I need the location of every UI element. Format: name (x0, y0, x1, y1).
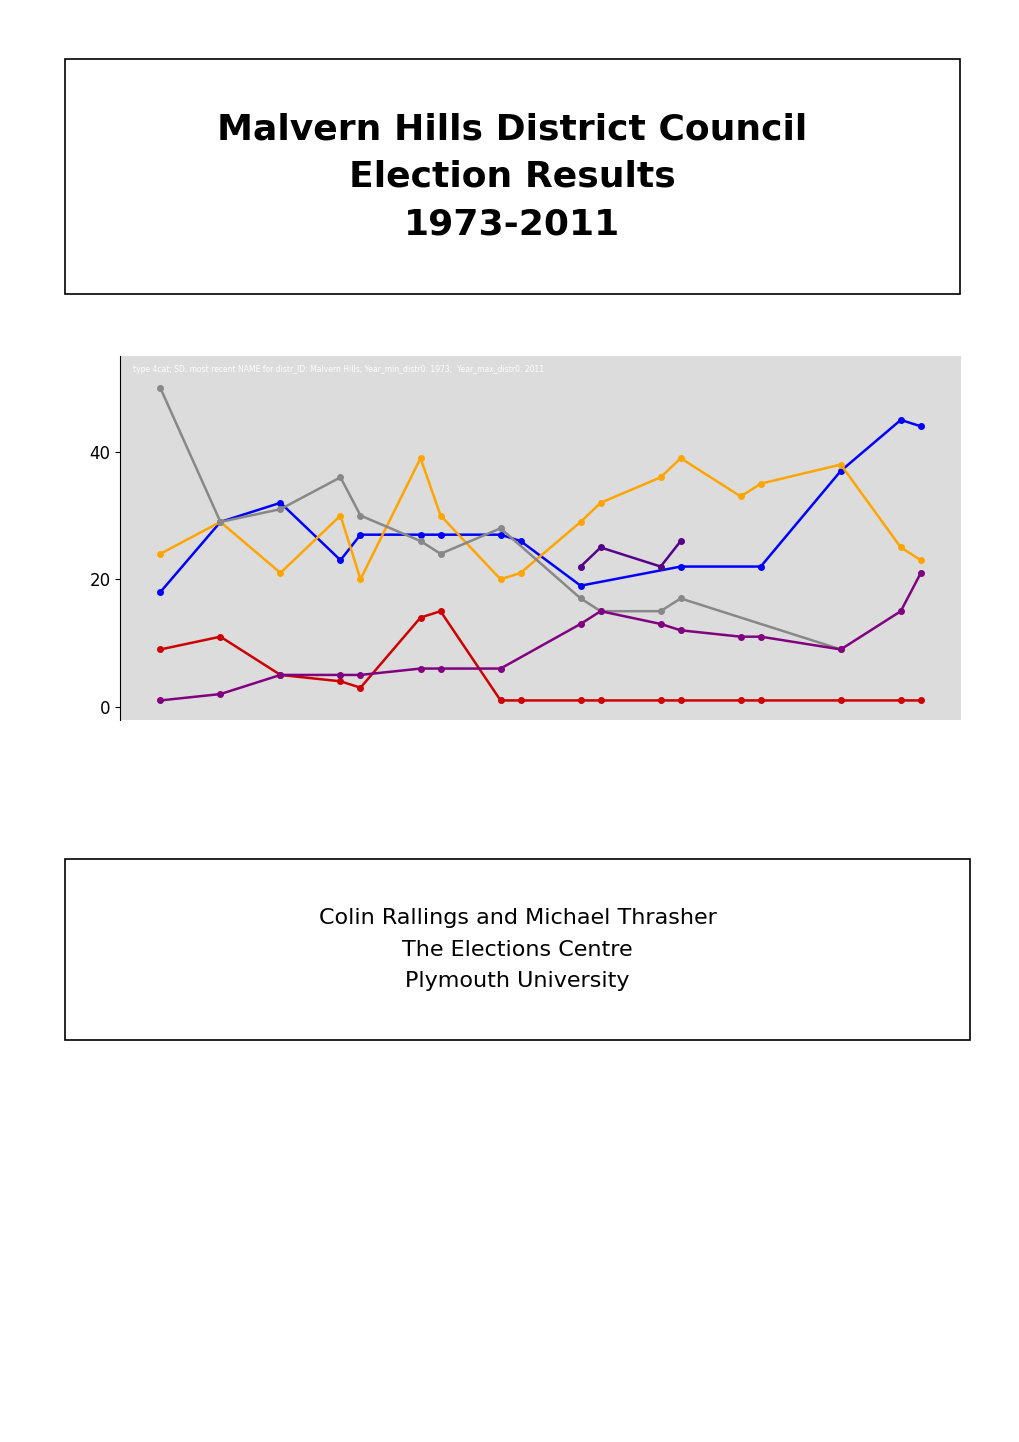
Text: Malvern Hills District Council
Election Results
1973-2011: Malvern Hills District Council Election … (217, 112, 807, 241)
FancyBboxPatch shape (65, 59, 959, 294)
Text: type 4cat; SD, most recent NAME for distr_ID: Malvern Hills; Year_min_distr0: 19: type 4cat; SD, most recent NAME for dist… (132, 365, 543, 375)
FancyBboxPatch shape (65, 859, 969, 1040)
Text: Colin Rallings and Michael Thrasher
The Elections Centre
Plymouth University: Colin Rallings and Michael Thrasher The … (318, 908, 716, 991)
